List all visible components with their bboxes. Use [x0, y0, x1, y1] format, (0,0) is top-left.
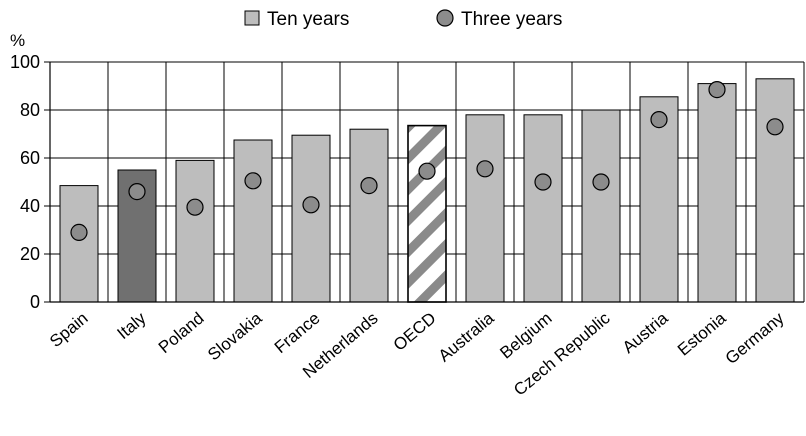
- y-tick-label-100: 100: [10, 52, 40, 72]
- legend: Ten years Three years: [244, 9, 562, 30]
- marker-australia: [476, 160, 494, 178]
- bar-australia: [465, 114, 505, 303]
- legend-swatch-three-years: [436, 9, 454, 27]
- marker-netherlands: [360, 177, 378, 195]
- legend-label-ten-years: Ten years: [267, 9, 349, 30]
- marker-spain: [70, 223, 88, 241]
- y-unit-label: %: [10, 31, 25, 50]
- category-label-italy: Italy: [113, 308, 149, 343]
- category-label-france: France: [271, 309, 324, 358]
- category-label-oecd: OECD: [390, 309, 440, 355]
- bar-netherlands: [349, 128, 389, 303]
- marker-france: [302, 196, 320, 214]
- bar-poland: [175, 159, 215, 303]
- y-tick-labels: 0 20 40 60 80 100: [10, 52, 40, 312]
- marker-germany: [766, 118, 784, 136]
- marker-oecd: [418, 162, 436, 180]
- axes: [44, 61, 804, 303]
- bar-estonia: [697, 83, 737, 303]
- marker-poland: [186, 198, 204, 216]
- bar-germany: [755, 78, 795, 303]
- legend-swatch-ten-years: [244, 10, 260, 26]
- bar-oecd: [407, 124, 447, 303]
- bar-slovakia: [233, 139, 273, 303]
- gridlines: [50, 61, 805, 302]
- category-label-austria: Austria: [619, 308, 672, 357]
- marker-italy: [128, 183, 146, 201]
- y-tick-label-80: 80: [20, 100, 40, 120]
- bar-austria: [639, 96, 679, 303]
- category-label-czech-republic: Czech Republic: [510, 308, 614, 399]
- category-label-germany: Germany: [722, 308, 788, 368]
- category-label-slovakia: Slovakia: [204, 308, 266, 364]
- marker-austria: [650, 110, 668, 129]
- marker-slovakia: [244, 172, 262, 190]
- category-label-spain: Spain: [46, 309, 92, 352]
- bar-czech-republic: [581, 109, 621, 303]
- category-label-poland: Poland: [155, 309, 208, 358]
- category-label-australia: Australia: [435, 308, 498, 365]
- bar-italy: [117, 169, 157, 303]
- markers: [70, 80, 784, 241]
- bar-belgium: [523, 114, 563, 303]
- category-label-estonia: Estonia: [674, 308, 730, 359]
- y-tick-label-0: 0: [30, 292, 40, 312]
- y-tick-label-60: 60: [20, 148, 40, 168]
- legend-label-three-years: Three years: [461, 9, 562, 30]
- y-tick-label-20: 20: [20, 244, 40, 264]
- marker-czech-republic: [592, 173, 610, 191]
- bars: [59, 78, 795, 303]
- bar-spain: [59, 185, 99, 303]
- bar-france: [291, 134, 331, 303]
- marker-estonia: [708, 80, 726, 99]
- y-tick-label-40: 40: [20, 196, 40, 216]
- marker-belgium: [534, 173, 552, 191]
